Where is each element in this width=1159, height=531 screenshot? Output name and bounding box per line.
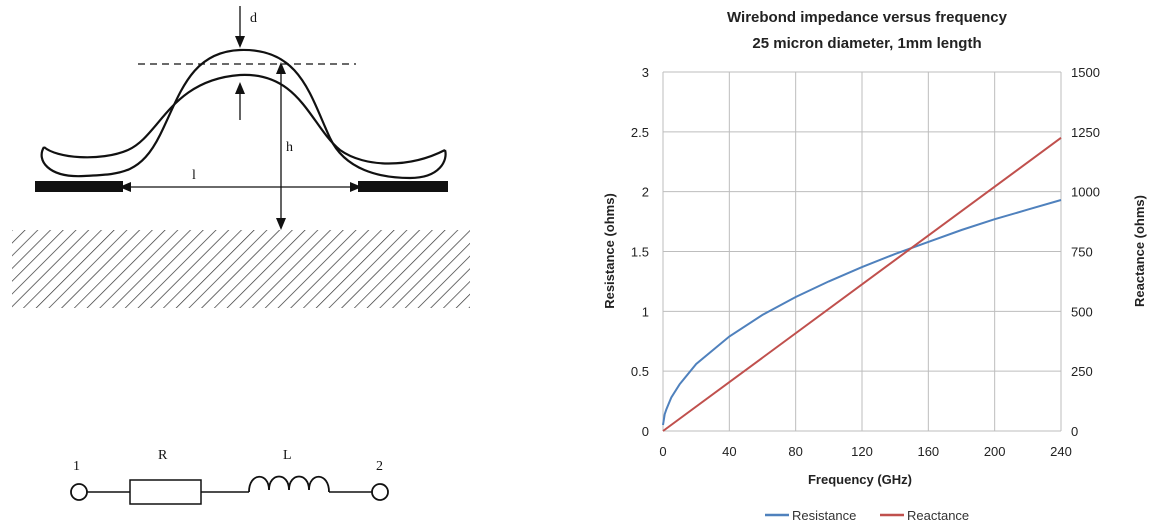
d-arrow-down-icon	[235, 36, 245, 48]
label-l: l	[192, 168, 196, 183]
y2-tick-label: 750	[1071, 245, 1093, 260]
series-line-reactance	[662, 136, 1062, 432]
wirebond-inner-edge	[43, 73, 446, 165]
h-arrow-down-icon	[276, 218, 286, 230]
l-arrow-right-icon	[350, 182, 362, 192]
inductor-symbol	[248, 475, 330, 493]
port-1-label: 1	[73, 459, 80, 474]
x-axis-label: Frequency (GHz)	[808, 472, 912, 487]
y-tick-label: 2	[642, 185, 649, 200]
l-arrow-left-icon	[119, 182, 131, 192]
impedance-chart-panel: Wirebond impedance versus frequency 25 m…	[580, 0, 1159, 526]
y-tick-label: 2.5	[631, 125, 649, 140]
resistor-label: R	[158, 448, 168, 463]
wirebond-illustration: d h l 1 R L 2	[12, 6, 470, 505]
port-2-terminal	[371, 483, 389, 501]
chart-series	[662, 136, 1062, 432]
x-tick-label: 0	[659, 444, 666, 459]
wirebond-outer-edge	[40, 48, 447, 180]
y-tick-label: 3	[642, 65, 649, 80]
series-line-resistance	[662, 199, 1062, 426]
y2-tick-label: 1000	[1071, 185, 1100, 200]
equivalent-circuit: 1 R L 2	[70, 448, 389, 505]
x-tick-label: 80	[788, 444, 802, 459]
port-2-label: 2	[376, 459, 383, 474]
y-axis-label: Resistance (ohms)	[602, 193, 617, 309]
y-tick-label: 0.5	[631, 364, 649, 379]
resistor-symbol	[129, 479, 202, 505]
legend-label-reactance: Reactance	[907, 508, 969, 523]
y2-tick-label: 1250	[1071, 125, 1100, 140]
y2-tick-label: 1500	[1071, 65, 1100, 80]
impedance-chart: Wirebond impedance versus frequency 25 m…	[602, 9, 1147, 523]
ground-plane-hatch	[12, 230, 470, 308]
x-tick-label: 200	[984, 444, 1006, 459]
chart-title: Wirebond impedance versus frequency	[727, 9, 1008, 26]
d-arrow-up-icon	[235, 82, 245, 94]
y-tick-label: 0	[642, 424, 649, 439]
chart-legend: Resistance Reactance	[765, 508, 969, 523]
y2-tick-label: 500	[1071, 304, 1093, 319]
x-tick-label: 120	[851, 444, 873, 459]
x-tick-label: 240	[1050, 444, 1072, 459]
label-h: h	[286, 140, 293, 155]
label-d: d	[250, 11, 257, 26]
legend-label-resistance: Resistance	[792, 508, 856, 523]
y2-tick-label: 0	[1071, 424, 1078, 439]
y-tick-label: 1	[642, 304, 649, 319]
inductor-label: L	[283, 448, 292, 463]
chart-subtitle: 25 micron diameter, 1mm length	[752, 35, 981, 52]
chart-tick-labels: 0 40 80 120 160 200 240 0 0.5 1 1.5 2 2.5 3 0 250 500 750…	[631, 65, 1100, 459]
wirebond-illustration-panel: d h l 1 R L 2	[0, 0, 580, 526]
port-1-terminal	[70, 483, 88, 501]
y2-axis-label: Reactance (ohms)	[1132, 195, 1147, 307]
h-arrow-up-icon	[276, 62, 286, 74]
left-bond-pad	[35, 181, 123, 192]
x-tick-label: 40	[722, 444, 736, 459]
chart-grid	[662, 71, 1062, 432]
x-tick-label: 160	[917, 444, 939, 459]
right-bond-pad	[358, 181, 448, 192]
y-tick-label: 1.5	[631, 245, 649, 260]
y2-tick-label: 250	[1071, 364, 1093, 379]
